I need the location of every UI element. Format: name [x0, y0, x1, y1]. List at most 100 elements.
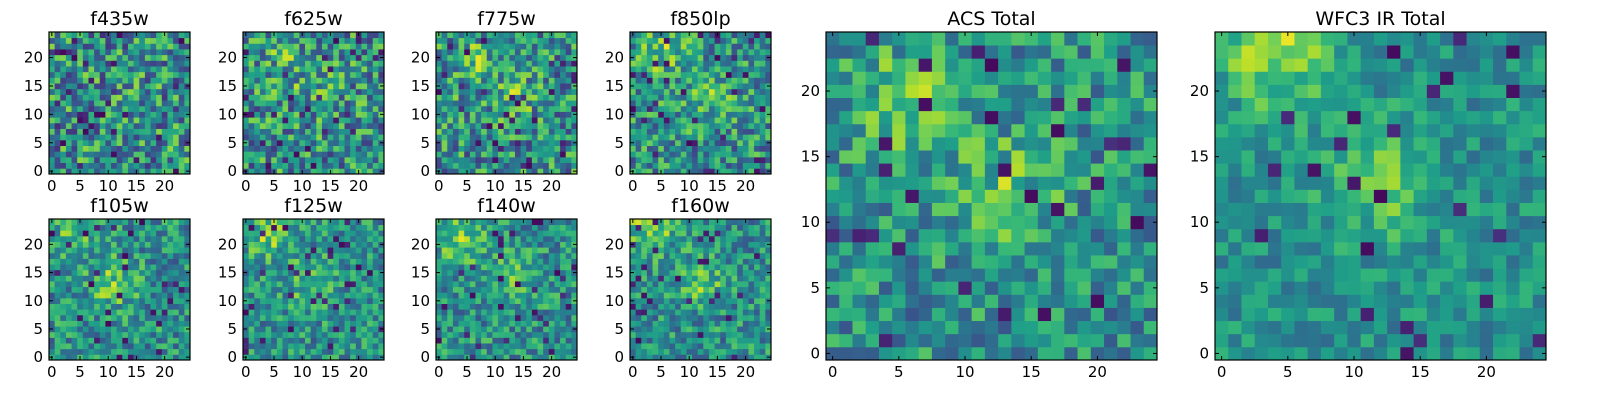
heatmap-cell	[184, 66, 191, 73]
heatmap-cell	[560, 151, 567, 158]
heatmap-cell	[49, 252, 56, 259]
heatmap-cell	[77, 49, 84, 56]
heatmap-cell	[327, 111, 334, 118]
heatmap-cell	[852, 307, 867, 322]
heatmap-cell	[759, 117, 766, 124]
heatmap-cell	[1387, 307, 1401, 322]
heatmap-cell	[635, 145, 642, 152]
heatmap-cell	[865, 320, 880, 335]
heatmap-cell	[571, 66, 578, 73]
heatmap-cell	[441, 43, 448, 50]
heatmap-cell	[265, 43, 272, 50]
heatmap-cell	[1466, 241, 1481, 256]
heatmap-cell	[754, 111, 761, 118]
heatmap-cell	[49, 258, 56, 265]
heatmap-cell	[1493, 45, 1507, 59]
heatmap-cell	[641, 122, 648, 129]
heatmap-cell	[646, 139, 653, 146]
heatmap-cell	[1281, 241, 1295, 256]
heatmap-cell	[350, 156, 357, 164]
heatmap-cell	[531, 122, 538, 129]
heatmap-cell	[692, 88, 699, 95]
heatmap-cell	[520, 156, 527, 164]
heatmap-cell	[367, 281, 374, 288]
heatmap-cell	[378, 77, 385, 84]
heatmap-cell	[49, 105, 56, 112]
heatmap-cell	[122, 241, 129, 248]
heatmap-cell	[652, 77, 659, 84]
heatmap-cell	[826, 58, 840, 72]
heatmap-cell	[1479, 241, 1494, 256]
heatmap-cell	[436, 128, 443, 135]
heatmap-cell	[65, 151, 72, 158]
heatmap-cell	[60, 66, 67, 73]
heatmap-cell	[99, 168, 106, 175]
heatmap-cell	[543, 145, 550, 152]
heatmap-cell	[144, 219, 151, 226]
heatmap-cell	[88, 252, 95, 259]
heatmap-cell	[122, 331, 129, 338]
heatmap-cell	[458, 71, 465, 78]
heatmap-cell	[1373, 32, 1388, 46]
heatmap-cell	[754, 49, 761, 56]
heatmap-cell	[372, 60, 379, 67]
heatmap-cell	[156, 354, 163, 361]
heatmap-cell	[1493, 281, 1507, 295]
heatmap-cell	[945, 320, 959, 335]
heatmap-cell	[469, 32, 476, 39]
heatmap-cell	[984, 320, 999, 335]
heatmap-cell	[254, 337, 261, 344]
heatmap-cell	[71, 94, 78, 101]
heatmap-cell	[282, 122, 289, 129]
heatmap-cell	[60, 224, 67, 231]
heatmap-cell	[905, 176, 920, 190]
heatmap-cell	[503, 139, 510, 146]
heatmap-cell	[1281, 84, 1295, 98]
heatmap-cell	[184, 337, 191, 344]
heatmap-cell	[514, 134, 521, 141]
heatmap-cell	[77, 230, 84, 237]
heatmap-cell	[765, 134, 772, 141]
x-tick-label: 10	[99, 177, 118, 195]
heatmap-cell	[526, 134, 533, 141]
heatmap-cell	[481, 32, 488, 39]
heatmap-cell	[839, 110, 853, 125]
heatmap-cell	[754, 145, 761, 152]
heatmap-cell	[714, 77, 721, 84]
heatmap-cell	[720, 128, 727, 135]
heatmap-cell	[282, 49, 289, 56]
heatmap-cell	[436, 60, 443, 67]
heatmap-cell	[686, 77, 693, 84]
heatmap-cell	[748, 100, 755, 107]
heatmap-cell	[737, 139, 744, 146]
heatmap-cell	[765, 145, 772, 152]
heatmap-cell	[1347, 255, 1362, 269]
heatmap-cell	[254, 151, 261, 158]
heatmap-cell	[271, 343, 278, 350]
heatmap-cell	[918, 163, 933, 177]
y-tick-label: 15	[605, 77, 624, 95]
heatmap-cell	[458, 54, 465, 61]
heatmap-cell	[327, 49, 334, 56]
heatmap-cell	[452, 54, 459, 61]
heatmap-cell	[548, 162, 555, 169]
heatmap-cell	[111, 54, 118, 61]
heatmap-cell	[531, 60, 538, 67]
heatmap-cell	[509, 139, 516, 146]
heatmap-cell	[918, 97, 933, 112]
heatmap-cell	[49, 60, 56, 67]
heatmap-cell	[65, 224, 72, 231]
heatmap-cell	[1479, 58, 1494, 72]
heatmap-cell	[531, 162, 538, 169]
heatmap-cell	[1064, 320, 1078, 335]
heatmap-cell	[350, 292, 357, 299]
heatmap-cell	[652, 156, 659, 164]
heatmap-cell	[486, 88, 493, 95]
heatmap-cell	[503, 145, 510, 152]
heatmap-cell	[1130, 228, 1145, 243]
heatmap-cell	[77, 134, 84, 141]
heatmap-cell	[680, 83, 687, 90]
heatmap-cell	[447, 88, 454, 95]
heatmap-cell	[641, 71, 648, 78]
heatmap-cell	[630, 88, 637, 95]
